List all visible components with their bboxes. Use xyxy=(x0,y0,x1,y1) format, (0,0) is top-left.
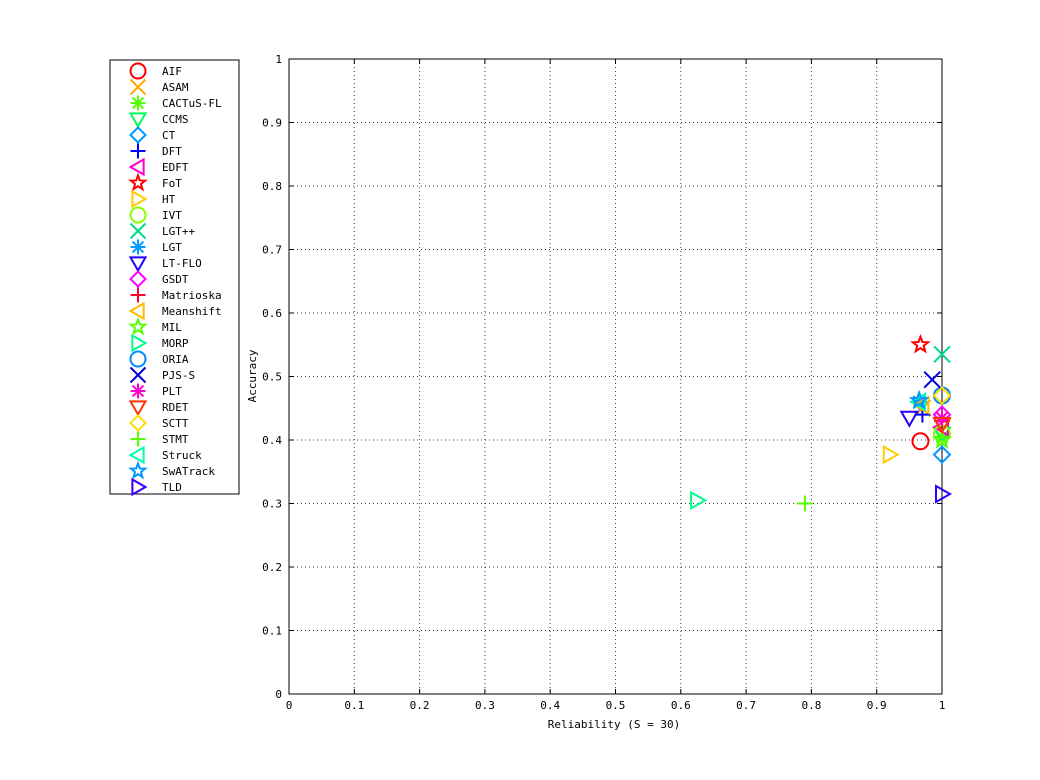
legend-entry-label: SwATrack xyxy=(162,465,215,478)
legend-entry-label: ORIA xyxy=(162,353,189,366)
legend-marker xyxy=(129,126,147,144)
legend-marker xyxy=(128,460,148,480)
legend-entry-label: MIL xyxy=(162,321,182,334)
grid xyxy=(289,59,942,694)
data-point xyxy=(910,333,931,354)
legend-entry-label: EDFT xyxy=(162,161,189,174)
x-tick-label: 0.2 xyxy=(410,699,430,712)
y-tick-label: 0.3 xyxy=(262,498,282,511)
data-points xyxy=(690,333,953,512)
x-tick-label: 0.8 xyxy=(801,699,821,712)
data-point xyxy=(899,410,920,428)
legend-entry-label: SCTT xyxy=(162,417,189,430)
legend-marker xyxy=(129,62,147,80)
legend-marker xyxy=(130,287,146,303)
legend-marker xyxy=(129,414,147,432)
legend-entry-label: Matrioska xyxy=(162,289,222,302)
legend-marker xyxy=(128,112,148,129)
y-axis-label: Accuracy xyxy=(246,349,259,402)
legend-marker xyxy=(130,383,146,399)
legend-entry-label: LGT xyxy=(162,241,182,254)
data-point xyxy=(932,417,952,435)
x-tick-label: 0.6 xyxy=(671,699,691,712)
data-point xyxy=(690,490,708,511)
x-tick-label: 0.3 xyxy=(475,699,495,712)
legend-entry-label: RDET xyxy=(162,401,189,414)
data-point xyxy=(935,484,953,504)
legend-marker xyxy=(128,256,148,273)
y-tick-label: 0.1 xyxy=(262,625,282,638)
legend-entry-label: PLT xyxy=(162,385,182,398)
legend-entry-label: Meanshift xyxy=(162,305,222,318)
legend-entry-label: PJS-S xyxy=(162,369,195,382)
legend-marker xyxy=(129,366,147,384)
legend-marker xyxy=(130,239,146,255)
legend-entry-label: IVT xyxy=(162,209,182,222)
legend-marker xyxy=(128,301,145,321)
legend-marker xyxy=(128,445,145,465)
x-tick-label: 0 xyxy=(286,699,293,712)
legend-entry-label: AIF xyxy=(162,65,182,78)
x-tick-label: 1 xyxy=(939,699,946,712)
legend-entry-label: DFT xyxy=(162,145,182,158)
legend-entry-label: GSDT xyxy=(162,273,189,286)
legend-marker xyxy=(129,270,147,288)
legend-marker xyxy=(130,431,146,447)
data-point xyxy=(932,386,952,405)
legend-marker xyxy=(128,172,148,192)
x-tick-label: 0.1 xyxy=(344,699,364,712)
y-tick-label: 0.5 xyxy=(262,371,282,384)
legend-entry-label: Struck xyxy=(162,449,202,462)
y-tick-label: 0.2 xyxy=(262,561,282,574)
legend-marker xyxy=(128,400,148,417)
x-tick-label: 0.5 xyxy=(606,699,626,712)
x-tick-label: 0.7 xyxy=(736,699,756,712)
legend-entry-label: CT xyxy=(162,129,176,142)
y-tick-label: 0.7 xyxy=(262,244,282,257)
data-point xyxy=(882,444,900,465)
y-tick-label: 1 xyxy=(275,53,282,66)
data-point xyxy=(796,495,813,512)
legend-marker xyxy=(128,316,148,336)
plot-area xyxy=(288,58,943,695)
legend-marker xyxy=(131,189,148,209)
legend-marker xyxy=(129,350,147,368)
legend-entry-label: LT-FLO xyxy=(162,257,202,270)
legend: AIF ASAM CACTuS-FL CCMS CT DFT EDFT FoT HT IVT LGT… xyxy=(109,59,240,497)
x-tick-label: 0.9 xyxy=(867,699,887,712)
legend-entry-label: LGT++ xyxy=(162,225,195,238)
legend-entry-label: CACTuS-FL xyxy=(162,97,222,110)
legend-entry-label: ASAM xyxy=(162,81,189,94)
legend-marker xyxy=(130,95,146,111)
y-tick-label: 0 xyxy=(275,688,282,701)
legend-marker xyxy=(129,206,147,224)
x-axis-label: Reliability (S = 30) xyxy=(548,718,680,731)
legend-marker xyxy=(131,477,148,497)
legend-entry-label: HT xyxy=(162,193,176,206)
data-point xyxy=(908,389,930,410)
data-point xyxy=(911,432,930,451)
data-point xyxy=(912,395,930,415)
legend-marker xyxy=(130,143,146,159)
data-point xyxy=(933,345,951,363)
legend-marker xyxy=(129,78,147,96)
legend-marker xyxy=(128,157,145,177)
legend-entry-label: STMT xyxy=(162,433,189,446)
legend-entry-label: MORP xyxy=(162,337,189,350)
data-point xyxy=(923,370,941,389)
x-tick-label: 0.4 xyxy=(540,699,560,712)
legend-marker xyxy=(129,222,147,240)
y-tick-label: 0.8 xyxy=(262,180,282,193)
data-point xyxy=(931,429,953,449)
legend-entry-label: CCMS xyxy=(162,113,189,126)
axis-ticks: 0 0.1 0.2 0.3 0.4 0.5 0.6 0.7 0.8 0.9 1 0 0.1 0.2 0.3 0… xyxy=(262,53,945,712)
y-tick-label: 0.6 xyxy=(262,307,282,320)
legend-entry-label: FoT xyxy=(162,177,182,190)
legend-marker xyxy=(131,333,148,353)
legend-entry-label: TLD xyxy=(162,481,182,494)
y-tick-label: 0.4 xyxy=(262,434,282,447)
y-tick-label: 0.9 xyxy=(262,117,282,130)
data-point xyxy=(932,445,952,465)
